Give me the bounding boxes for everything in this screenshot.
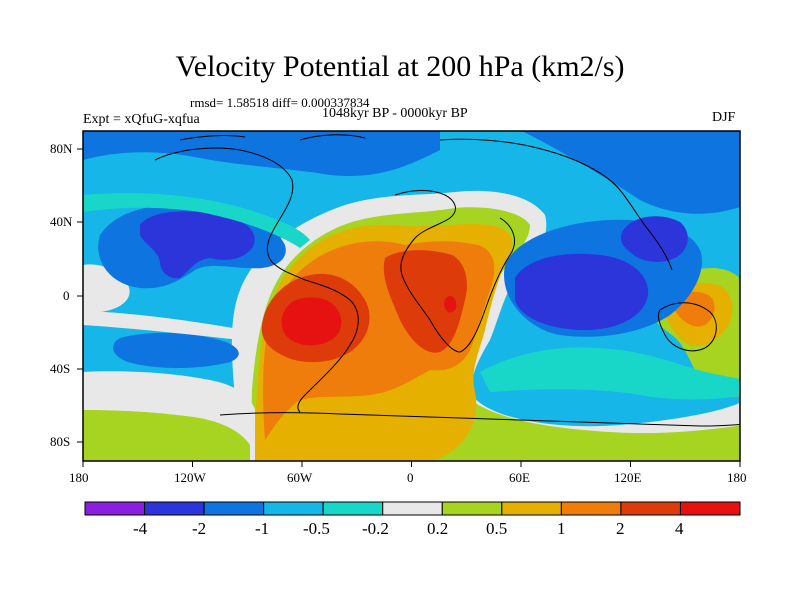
lon-tick-label: 0	[407, 470, 414, 485]
lat-tick-label: 40S	[50, 361, 71, 376]
lon-tick-label: 60E	[509, 470, 530, 485]
contour-indopacific-dark	[515, 253, 649, 330]
colorbar-label: 4	[675, 519, 684, 538]
contour-asia-blue-north	[521, 131, 740, 214]
colorbar-label: 1	[557, 519, 566, 538]
colorbar-label: -4	[133, 519, 148, 538]
colorbar-label: 0.2	[427, 519, 449, 538]
map-title: Velocity Potential at 200 hPa (km2/s)	[175, 50, 625, 83]
period-label: 1048kyr BP - 0000kyr BP	[322, 106, 468, 121]
contour-south-indian-cyan	[480, 347, 740, 400]
lat-tick-label: 0	[63, 288, 70, 303]
colorbar-label: -2	[192, 519, 207, 538]
contour-north-blue	[83, 131, 440, 176]
lat-tick-label: 40N	[50, 214, 73, 229]
contour-southwest-green	[83, 410, 250, 461]
stats-label: rmsd= 1.58518 diff= 0.000337834	[190, 95, 370, 110]
experiment-label: Expt = xQfuG-xqfua	[83, 112, 200, 127]
axis-ticks	[77, 148, 741, 467]
lon-tick-label: 180	[727, 470, 747, 485]
contour-south-band	[83, 311, 245, 340]
contour-max-core	[281, 297, 342, 346]
contour-max-core-africa	[444, 296, 457, 313]
contour-south-pacific-blue	[113, 332, 239, 368]
season-label: DJF	[712, 110, 736, 125]
colorbar-label: -1	[255, 519, 270, 538]
contour-red-band-africa	[383, 250, 467, 353]
lon-tick-label: 120E	[614, 470, 642, 485]
colorbar-label: -0.5	[303, 519, 330, 538]
contour-asia-dark	[620, 216, 688, 262]
contour-america-dark	[140, 211, 255, 279]
colorbar-label: 2	[616, 519, 625, 538]
colorbar-label: -0.2	[362, 519, 389, 538]
colorbar-label: 0.5	[486, 519, 508, 538]
lon-tick-label: 60W	[287, 470, 313, 485]
lon-tick-label: 180	[69, 470, 89, 485]
lon-tick-label: 120W	[174, 470, 206, 485]
lat-tick-label: 80N	[50, 141, 73, 156]
contour-field	[83, 131, 740, 461]
contour-north-pacific-cyan	[83, 193, 310, 248]
coastlines	[154, 134, 740, 427]
lat-tick-label: 80S	[50, 434, 71, 449]
